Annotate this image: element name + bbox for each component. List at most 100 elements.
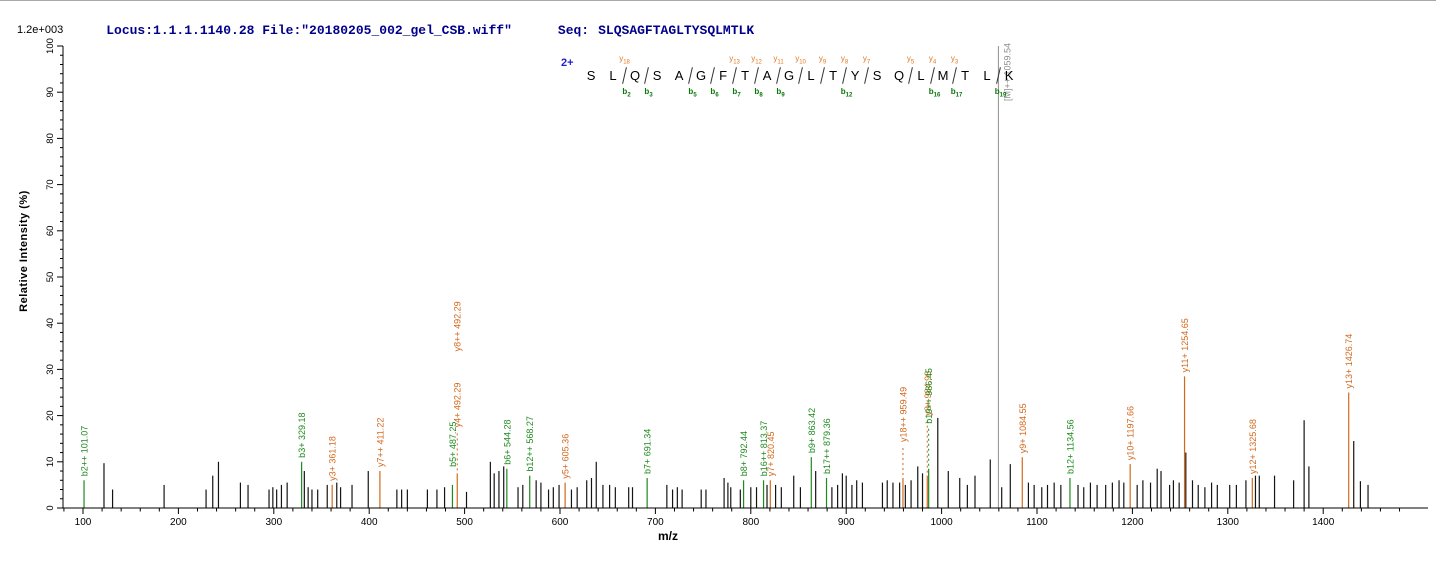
y-tick-label: 30 [45,364,56,375]
peak-label: b3+ 329.18 [297,413,307,458]
residue-gap [885,67,892,85]
b-ion-ladder-label: b17 [950,87,963,99]
y-ion-ladder-label: y11 [773,54,784,66]
cleavage-marker: b5 [687,67,697,99]
y-ion-ladder-label: y10 [795,54,806,66]
peak-label: b19++ 986.45 [924,368,934,424]
cleavage-marker: y4 b16 [929,54,941,99]
cleavage-marker: b19 [995,67,1006,99]
cleavage-line [819,67,825,84]
residue-letter: Q [629,68,641,83]
cleavage-line [731,67,737,84]
y-tick-label: 50 [45,272,56,283]
b-ion-ladder-label: b8 [754,87,763,99]
peak-label: y3+ 361.18 [328,436,338,481]
sequence-text: SLQSAGFTAGLTYSQLMTLK [598,23,755,38]
peak-label: y11+ 1254.65 [1180,318,1190,372]
y-tick-label: 0 [45,505,56,510]
cleavage-line [709,67,715,84]
residue-gap [665,67,672,85]
peak-label: y8+ 984.98 [923,371,933,416]
cleavage-line [643,67,649,84]
cleavage-marker: y7 [863,54,870,85]
residue-letter: G [783,68,795,83]
x-tick-label: 800 [742,517,759,528]
cleavage-marker: y18 b2 [619,54,630,99]
x-tick-label: 500 [456,517,473,528]
cleavage-marker: y11 b9 [773,54,784,99]
y-ion-ladder-label: y4 [928,54,937,66]
peak-label: b16++ 813.37 [759,421,769,477]
b-ion-ladder-label: b12 [840,87,853,99]
b-ion-ladder-label: b3 [644,87,653,99]
cleavage-line [863,67,869,84]
residue-letter: F [719,68,728,83]
peak-label: b7+ 691.34 [643,429,653,474]
top-header: Locus:1.1.1.1140.28 File:"20180205_002_g… [75,8,754,53]
peak-label: b12+ 1134.56 [1065,419,1075,474]
y-tick-label: 100 [45,38,56,54]
residue-letter: T [741,68,750,83]
b-ion-ladder-label: b2 [622,87,631,99]
peak-label: b9+ 863.42 [807,408,817,453]
residue-letter: S [652,68,662,83]
x-tick-label: 1000 [930,517,953,528]
cleavage-marker: y10 [795,54,806,85]
y-tick-label: 40 [45,318,56,329]
peak-label: b5+ 487.25 [448,422,458,467]
y-tick-label: 80 [45,133,56,144]
y-ion-ladder-label: y3 [950,54,959,66]
residue-letter: Y [850,68,860,83]
residue-letter: S [586,68,596,83]
cleavage-line [621,67,627,84]
x-tick-label: 600 [552,517,569,528]
residue-gap [973,67,980,85]
seq-label: Seq: [557,23,590,38]
precursor-label: [M]++ 1059.54 [1002,43,1012,101]
cleavage-line [995,67,1001,84]
residue-letter: A [674,68,684,83]
residue-letter: A [762,68,772,83]
y-ion-ladder-label: y7 [862,54,871,66]
x-tick-label: 700 [647,517,664,528]
b-ion-ladder-label: b16 [928,87,941,99]
x-tick-label: 100 [75,517,92,528]
b-ion-ladder-label: b6 [710,87,719,99]
y-ion-ladder-label: y8 [840,54,849,66]
peak-label: y10+ 1197.66 [1126,406,1136,460]
residue-letter: T [961,68,970,83]
cleavage-marker: b3 [643,67,653,99]
b-ion-ladder-label: b5 [688,87,697,99]
y-tick-label: 20 [45,410,56,421]
residue-letter: T [829,68,838,83]
cleavage-line [929,67,935,84]
residue-letter: S [872,68,882,83]
cleavage-marker: y5 [907,54,914,85]
residue-letter: K [1004,68,1014,83]
residue-letter: L [807,68,815,83]
y-ion-ladder-label: y18 [619,54,630,66]
y-ion-ladder-label: y5 [906,54,915,66]
y-tick-label: 10 [45,457,56,468]
cleavage-marker: y8 b12 [841,54,853,99]
cleavage-marker: y13 b7 [729,54,740,99]
x-tick-label: 1300 [1217,517,1240,528]
residue-letter: L [917,68,925,83]
y-ion-ladder-label: y12 [751,54,762,66]
peak-label: y12+ 1325.68 [1248,419,1258,474]
peak-label: y18++ 959.49 [898,387,908,442]
residue-letter: Q [893,68,905,83]
peak-label: y9+ 1084.55 [1018,403,1028,453]
residue-gap [599,67,606,85]
peak-label: b17++ 879.36 [822,418,832,474]
residue-letter: M [937,68,949,83]
peak-label: y5+ 605.36 [561,434,571,479]
cleavage-line [775,67,781,84]
x-tick-label: 200 [170,517,187,528]
residue-letter: L [983,68,991,83]
b-ion-ladder-label: b19 [994,87,1007,99]
peak-label: b2++ 101.07 [80,426,90,477]
b-ion-ladder-label: b7 [732,87,741,99]
